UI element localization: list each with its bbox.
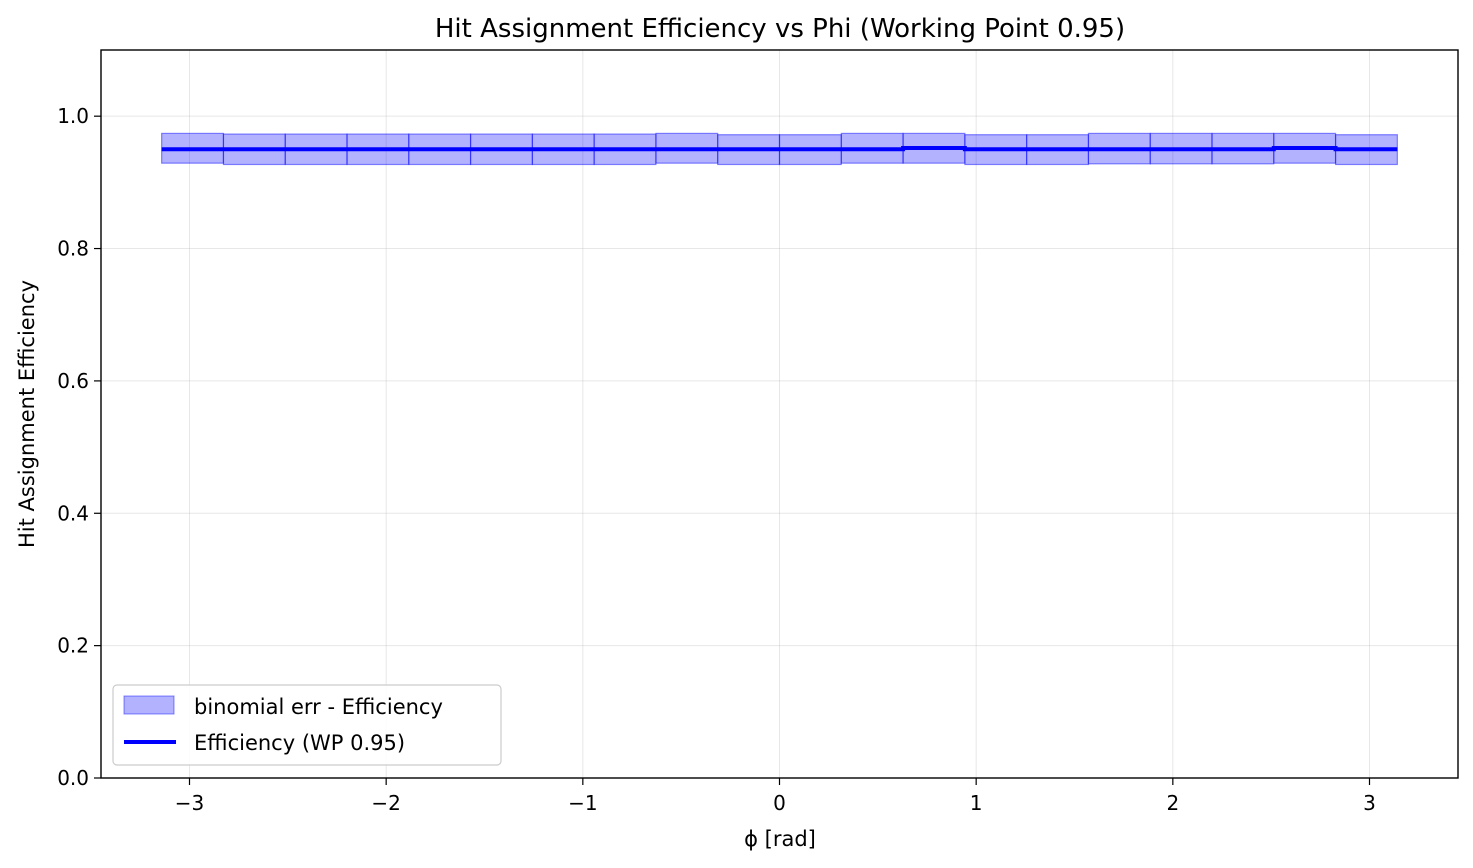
legend: binomial err - Efficiency Efficiency (WP… — [112, 684, 502, 766]
efficiency-step-line — [161, 145, 1398, 152]
y-tick-label: 0.2 — [57, 634, 89, 658]
x-tick-label: −1 — [568, 791, 597, 815]
y-tick-label: 0.4 — [57, 501, 89, 525]
y-tick-label: 0.6 — [57, 369, 89, 393]
y-axis-ticks: 0.0 0.2 0.4 0.6 0.8 1.0 — [57, 104, 101, 790]
chart-title: Hit Assignment Efficiency vs Phi (Workin… — [435, 14, 1125, 44]
x-tick-label: 2 — [1166, 791, 1179, 815]
x-axis-ticks: −3 −2 −1 0 1 2 3 — [175, 778, 1376, 815]
x-tick-label: 3 — [1363, 791, 1376, 815]
x-tick-label: −3 — [175, 791, 204, 815]
y-tick-label: 0.8 — [57, 237, 89, 261]
legend-label-line: Efficiency (WP 0.95) — [194, 731, 405, 755]
x-tick-label: 0 — [773, 791, 786, 815]
y-axis-label: Hit Assignment Efficiency — [15, 280, 39, 548]
efficiency-line-series — [161, 145, 1398, 152]
legend-label-band: binomial err - Efficiency — [194, 695, 443, 719]
legend-box — [112, 684, 502, 766]
y-tick-label: 1.0 — [57, 104, 89, 128]
x-tick-label: −2 — [371, 791, 400, 815]
y-tick-label: 0.0 — [57, 766, 89, 790]
legend-swatch-band — [123, 695, 175, 715]
x-tick-label: 1 — [970, 791, 983, 815]
x-axis-label: ϕ [rad] — [744, 827, 816, 851]
